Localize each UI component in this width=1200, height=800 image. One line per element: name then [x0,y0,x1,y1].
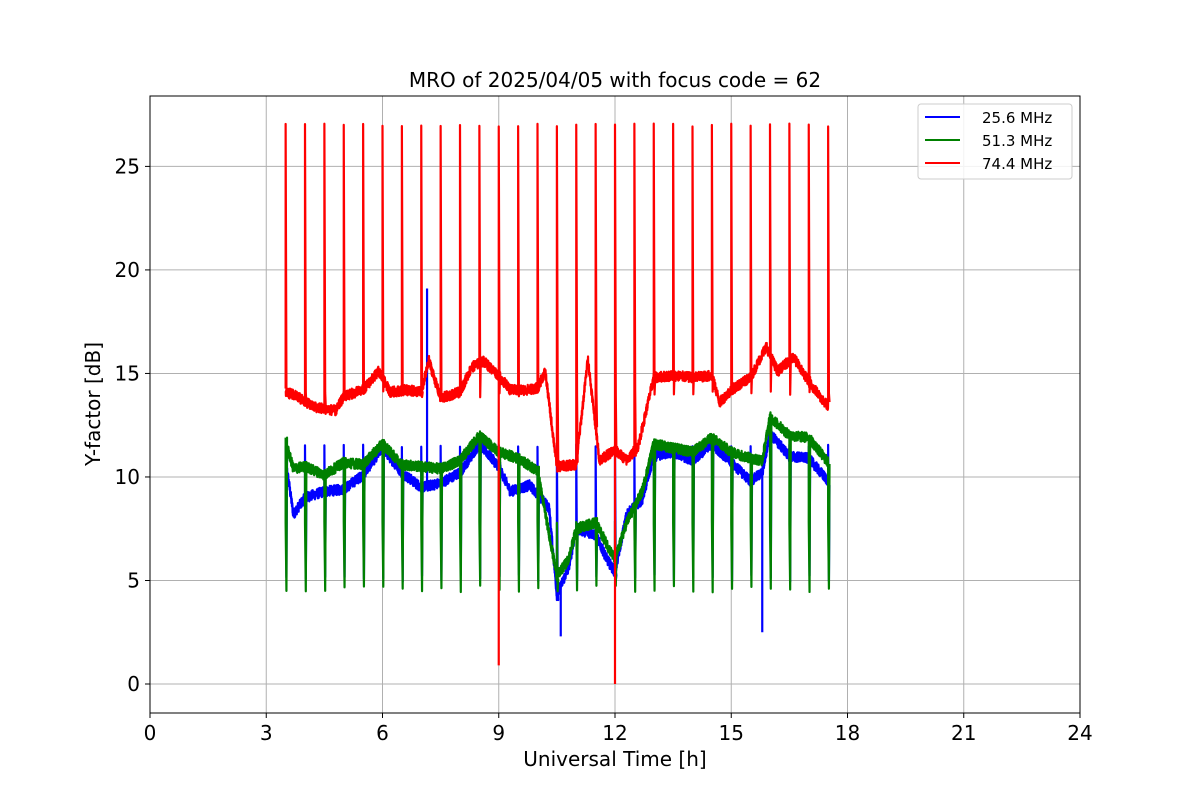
x-tick-label: 24 [1067,721,1092,745]
x-axis-label: Universal Time [h] [523,747,706,771]
y-axis-ticks: 0 5 10 15 20 25 [115,154,150,696]
series-line-3 [284,122,831,685]
series-line-2 [284,411,831,594]
x-tick-label: 3 [260,721,273,745]
series-line-1 [284,288,831,637]
legend-label-3: 74.4 MHz [982,155,1052,173]
x-tick-label: 6 [376,721,389,745]
legend-box [917,103,1073,180]
x-tick-label: 18 [835,721,860,745]
y-tick-label: 15 [115,361,140,385]
x-tick-label: 15 [719,721,744,745]
legend-label-2: 51.3 MHz [982,132,1052,150]
x-tick-label: 9 [492,721,505,745]
legend: 25.6 MHz 51.3 MHz 74.4 MHz [917,103,1073,180]
y-tick-label: 10 [115,465,140,489]
series-layer [284,122,831,685]
y-tick-label: 0 [127,672,140,696]
chart-title: MRO of 2025/04/05 with focus code = 62 [409,68,821,92]
x-tick-label: 12 [602,721,627,745]
legend-entry-1: 25.6 MHz [925,109,1052,127]
legend-entry-2: 51.3 MHz [925,132,1052,150]
x-tick-label: 0 [144,721,157,745]
x-tick-label: 21 [951,721,976,745]
legend-label-1: 25.6 MHz [982,109,1052,127]
y-tick-label: 20 [115,258,140,282]
legend-entry-3: 74.4 MHz [925,155,1052,173]
y-tick-label: 5 [127,568,140,592]
y-tick-label: 25 [115,154,140,178]
x-axis-ticks: 0 3 6 9 12 15 18 21 24 [144,713,1093,745]
y-axis-label: Y-factor [dB] [81,342,105,467]
